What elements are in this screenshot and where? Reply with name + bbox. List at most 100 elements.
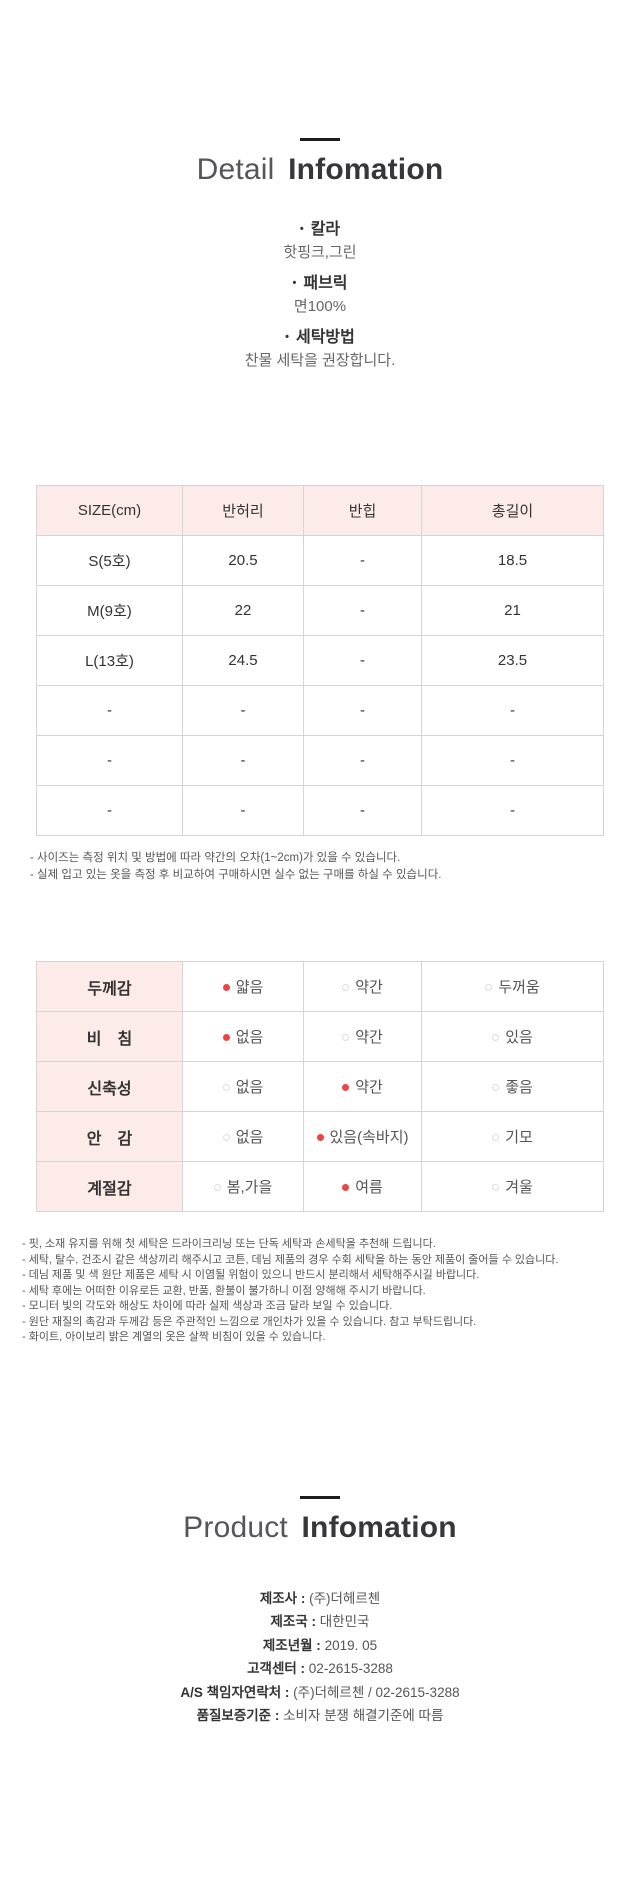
feature-option-label: 약간 [355, 1029, 383, 1046]
size-value-cell: 20.5 [182, 535, 304, 586]
product-info-section: Product Infomation 제조사 : (주)더헤르첸 제조국 : 대한… [0, 1495, 640, 1728]
size-value-cell: - [303, 635, 422, 686]
care-note-line: - 화이트, 아이보리 밝은 계열의 옷은 살짝 비침이 있을 수 있습니다. [22, 1331, 326, 1343]
size-value-cell: - [182, 735, 304, 786]
size-value-cell: - [303, 735, 422, 786]
feature-row: 비 침 없음 약간 있음 [36, 1011, 604, 1062]
feature-option-cell: 두꺼움 [421, 961, 604, 1012]
size-table-row: ---- [36, 785, 604, 836]
radio-selected-icon [222, 984, 230, 991]
feature-option-label: 얇음 [235, 979, 264, 996]
size-value-cell: - [303, 535, 422, 586]
feature-option-label: 겨울 [505, 1179, 533, 1196]
radio-unselected-icon [222, 1134, 230, 1141]
attribute-value: 면100% [293, 298, 347, 315]
feature-option-cell: 있음 [421, 1011, 604, 1062]
radio-selected-icon [342, 1184, 350, 1191]
feature-option: 겨울 [492, 1179, 533, 1196]
size-table-body: S(5호) 20.5-18.5 M(9호) 22-21 L(13호) 24.5-23.5-… [36, 535, 604, 836]
title-word-detail: Detail [196, 153, 275, 186]
size-notes: - 사이즈는 측정 위치 및 방법에 따라 약간의 오차(1~2cm)가 있을 … [30, 850, 610, 884]
product-attribute-0: • 칼라 핫핑크,그린 [0, 219, 640, 262]
feature-option-cell: 없음 [182, 1011, 304, 1062]
product-field: A/S 책임자연락처 : (주)더헤르첸 / 02-2615-3288 [0, 1681, 640, 1705]
product-field-label: 품질보증기준 : [196, 1708, 284, 1723]
care-note-line: - 세탁, 탈수, 건조시 같은 색상끼리 해주시고 코튼, 데님 제품의 경우… [22, 1253, 559, 1266]
feature-row: 두께감 얇음 약간 두꺼움 [36, 961, 604, 1012]
size-column-header: 반허리 [182, 485, 304, 536]
feature-option-cell: 봄,가을 [182, 1161, 304, 1212]
attribute-label-text: 칼라 [310, 221, 341, 238]
feature-table: 두께감 얇음 약간 두꺼움 비 침 없음 약간 있음 신축성 없음 약간 좋음 안 감 없음 있음(속바지)… [36, 961, 604, 1212]
size-value-cell: 24.5 [182, 635, 304, 686]
bullet-icon: • [285, 331, 289, 343]
radio-unselected-icon [492, 1034, 500, 1041]
attribute-label: • 패브릭 [0, 273, 640, 294]
product-field-value: (주)더헤르첸 [309, 1590, 381, 1606]
detail-info-section: Detail Infomation • 칼라 핫핑크,그린 • 패브릭 면100% • 세탁방… [0, 0, 640, 370]
feature-option: 약간 [342, 1079, 383, 1096]
product-attributes: • 칼라 핫핑크,그린 • 패브릭 면100% • 세탁방법 찬물 세탁을 권장합니다. [0, 219, 640, 370]
product-field: 고객센터 : 02-2615-3288 [0, 1657, 640, 1681]
feature-option-cell: 없음 [182, 1061, 304, 1112]
size-column-header: 총길이 [421, 485, 604, 536]
care-note-line: - 데님 제품 및 색 원단 제품은 세탁 시 이염될 위험이 있으니 반드시 … [22, 1269, 480, 1281]
size-value-cell: - [303, 685, 422, 736]
care-note-line: - 세탁 후에는 어떠한 이유로든 교환, 반품, 환불이 불가하니 이점 양해… [22, 1284, 426, 1297]
bullet-icon: • [292, 277, 297, 289]
title-word-infomation-2: Infomation [301, 1510, 457, 1544]
product-field-label: A/S 책임자연락처 : [180, 1684, 294, 1700]
title-word-product: Product [183, 1510, 288, 1544]
size-value-cell: - [421, 785, 604, 836]
feature-label-cell: 안 감 [36, 1111, 183, 1162]
size-info-section: SIZE(cm) 반허리 반힙 총길이 S(5호) 20.5-18.5 M(9호) 22-2… [0, 485, 640, 884]
attribute-label: • 칼라 [0, 219, 640, 240]
size-value-cell: - [182, 685, 304, 736]
size-value-cell: - [182, 785, 304, 836]
feature-option-cell: 약간 [303, 1011, 422, 1062]
feature-option: 없음 [222, 1129, 263, 1146]
size-column-header: SIZE(cm) [36, 485, 183, 536]
radio-unselected-icon [222, 1084, 230, 1091]
feature-option-label: 있음(속바지) [329, 1129, 409, 1146]
size-value-cell: - [303, 785, 422, 836]
size-name-cell: M(9호) [36, 585, 183, 636]
product-section-title: Product Infomation [0, 1511, 640, 1545]
feature-option: 약간 [342, 979, 383, 996]
radio-unselected-icon [213, 1184, 221, 1191]
radio-unselected-icon [342, 984, 350, 991]
size-note-line: - 실제 입고 있는 옷을 측정 후 비교하여 구매하시면 실수 없는 구매를 … [30, 869, 442, 881]
care-notes: - 핏, 소재 유지를 위해 첫 세탁은 드라이크리닝 또는 단독 세탁과 손세… [22, 1237, 618, 1346]
feature-option-cell: 약간 [303, 1061, 422, 1112]
feature-option-label: 좋음 [505, 1079, 533, 1096]
product-field-value: 2019. 05 [324, 1637, 378, 1653]
feature-option-cell: 기모 [421, 1111, 604, 1162]
size-note-line: - 사이즈는 측정 위치 및 방법에 따라 약간의 오차(1~2cm)가 있을 … [30, 852, 401, 864]
bullet-icon: • [299, 223, 304, 235]
size-table: SIZE(cm) 반허리 반힙 총길이 S(5호) 20.5-18.5 M(9호) 22-2… [36, 485, 604, 836]
product-fields: 제조사 : (주)더헤르첸 제조국 : 대한민국 제조년월 : 2019. 05 고객… [0, 1587, 640, 1728]
product-field-label: 제조국 : [270, 1614, 320, 1629]
size-value-cell: - [303, 585, 422, 636]
detail-section-title: Detail Infomation [0, 153, 640, 187]
feature-option: 없음 [222, 1079, 264, 1096]
feature-option-label: 여름 [355, 1179, 383, 1196]
product-field: 제조사 : (주)더헤르첸 [0, 1587, 640, 1611]
size-value-cell: - [421, 735, 604, 786]
feature-option-label: 없음 [235, 1079, 264, 1096]
feature-option-cell: 없음 [182, 1111, 304, 1162]
radio-unselected-icon [342, 1034, 350, 1041]
feature-option-label: 없음 [235, 1029, 264, 1046]
size-table-row: M(9호) 22-21 [36, 585, 604, 636]
product-field: 품질보증기준 : 소비자 분쟁 해결기준에 따름 [0, 1704, 640, 1728]
product-field-value: 02-2615-3288 [308, 1661, 393, 1676]
feature-option: 있음(속바지) [316, 1129, 409, 1146]
feature-option-cell: 겨울 [421, 1161, 604, 1212]
radio-selected-icon [316, 1134, 324, 1141]
radio-unselected-icon [492, 1084, 500, 1091]
feature-option-cell: 여름 [303, 1161, 422, 1212]
feature-option-label: 봄,가을 [226, 1179, 273, 1196]
size-value-cell: 21 [421, 585, 604, 636]
care-note-line: - 핏, 소재 유지를 위해 첫 세탁은 드라이크리닝 또는 단독 세탁과 손세… [22, 1238, 436, 1250]
size-name-cell: - [36, 735, 183, 786]
